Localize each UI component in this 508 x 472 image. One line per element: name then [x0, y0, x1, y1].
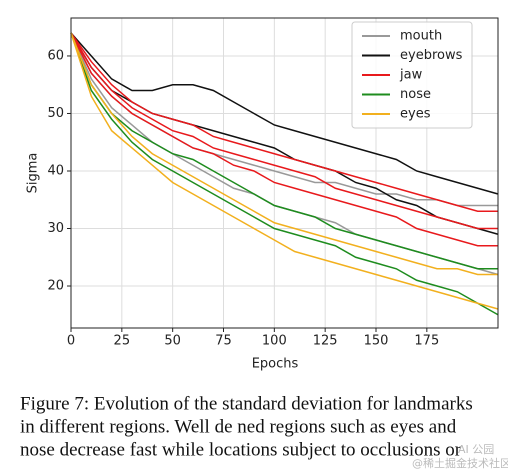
watermark: AI 公园: [458, 443, 494, 456]
legend-label: nose: [400, 87, 431, 102]
series-line: [70, 32, 498, 276]
x-axis-label: Epochs: [252, 357, 299, 372]
y-tick-label: 60: [47, 48, 64, 63]
legend-label: eyes: [400, 107, 431, 122]
series-line: [70, 32, 499, 316]
y-tick-label: 40: [47, 163, 64, 178]
y-tick-label: 20: [47, 279, 64, 294]
y-tick-label: 30: [47, 221, 64, 236]
series-line: [70, 32, 498, 247]
series-line: [70, 32, 498, 230]
x-tick-label: 100: [262, 334, 287, 349]
y-tick-label: 50: [47, 106, 64, 121]
x-tick-label: 25: [114, 334, 131, 349]
x-tick-label: 150: [364, 334, 389, 349]
caption-line: Figure 7: Evolution of the standard devi…: [20, 393, 473, 414]
series-line: [70, 32, 498, 270]
legend-label: jaw: [399, 68, 423, 83]
series-line: [70, 32, 499, 195]
x-tick-label: 75: [215, 334, 232, 349]
watermark: @稀土掘金技术社区: [412, 456, 508, 470]
x-tick-label: 0: [67, 334, 75, 349]
legend-box: [351, 21, 473, 129]
x-tick-label: 125: [313, 334, 338, 349]
caption-line: in different regions. Well de ned region…: [20, 416, 457, 437]
series-line: [70, 32, 499, 310]
x-tick-label: 175: [414, 334, 439, 349]
caption-line: nose decrease fast while locations subje…: [20, 439, 462, 460]
x-tick-label: 50: [164, 334, 181, 349]
y-axis-label: Sigma: [26, 153, 41, 194]
series-line: [70, 32, 498, 212]
legend-label: eyebrows: [400, 48, 463, 63]
legend-label: mouth: [400, 29, 442, 44]
plot-frame: [70, 17, 499, 329]
